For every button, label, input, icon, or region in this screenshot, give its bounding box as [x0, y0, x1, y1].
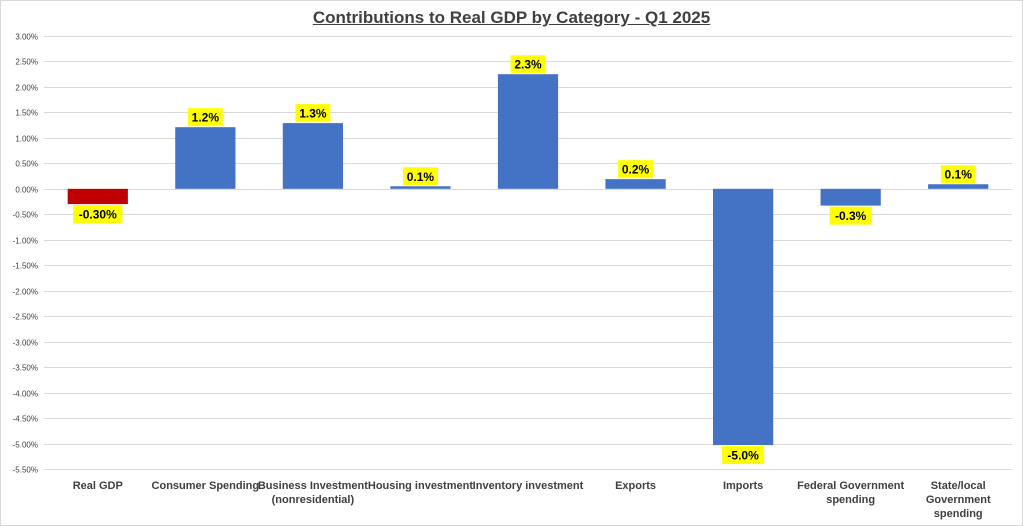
data-label: 0.1%	[945, 168, 973, 182]
data-label: 1.3%	[299, 107, 327, 121]
bar	[497, 74, 559, 189]
y-tick-label: -3.50%	[13, 364, 38, 373]
data-label: -0.30%	[79, 208, 117, 222]
data-label-background	[829, 206, 872, 225]
data-label-background	[187, 108, 223, 127]
data-label-background	[618, 160, 653, 179]
bar	[67, 188, 128, 205]
category-label: Real GDP	[73, 480, 123, 492]
data-label: 0.1%	[407, 170, 435, 184]
y-tick-label: 0.50%	[15, 160, 38, 169]
category-label: Federal Government spending	[797, 480, 904, 506]
data-label-background	[510, 55, 546, 74]
y-tick-label: -2.50%	[13, 313, 38, 322]
data-label-background	[295, 104, 331, 123]
y-tick-label: -4.50%	[13, 415, 38, 424]
category-label: Housing investment	[368, 480, 473, 492]
data-labels: -0.30% 1.2% 1.3% 0.1% 2.3% 0.2% -5.0% -0.3% 0.1%	[73, 55, 976, 465]
y-tick-label: -1.00%	[13, 237, 38, 246]
y-tick-label: 2.00%	[15, 84, 38, 93]
data-label-background	[403, 167, 438, 186]
data-label-background	[73, 205, 123, 224]
y-tick-label: -5.00%	[13, 441, 38, 450]
data-label-background	[940, 165, 976, 184]
data-label: 2.3%	[514, 58, 542, 72]
y-tick-label: 0.00%	[15, 186, 38, 195]
y-tick-label: -5.50%	[13, 466, 38, 475]
chart-title-text: Contributions to Real GDP by Category - …	[312, 8, 711, 27]
bar	[175, 127, 236, 189]
y-tick-label: -2.00%	[13, 288, 38, 297]
data-label: 1.2%	[192, 111, 220, 125]
chart-title: Contributions to Real GDP by Category - …	[0, 8, 1023, 28]
y-tick-label: -3.00%	[13, 339, 38, 348]
bar	[928, 184, 989, 189]
y-tick-label: 2.50%	[15, 58, 38, 67]
category-label: Business Investment (nonresidential)	[258, 480, 368, 506]
y-tick-label: -4.00%	[13, 390, 38, 399]
y-axis: 3.00% 2.50% 2.00% 1.50% 1.00% 0.50% 0.00% -0.50…	[13, 33, 38, 475]
data-label: -0.3%	[835, 209, 867, 223]
bar	[820, 188, 881, 206]
category-label: Inventory investment	[473, 480, 584, 492]
bar	[390, 186, 451, 189]
category-label: Exports	[615, 480, 656, 492]
y-tick-label: -1.50%	[13, 262, 38, 271]
y-tick-label: -0.50%	[13, 211, 38, 220]
data-label: 0.2%	[622, 163, 650, 177]
bar	[605, 179, 666, 189]
y-tick-label: 3.00%	[15, 33, 38, 42]
category-label: State/local Government spending	[926, 480, 991, 520]
bars	[67, 74, 989, 446]
bar	[712, 188, 774, 446]
y-tick-label: 1.50%	[15, 109, 38, 118]
y-tick-label: 1.00%	[15, 135, 38, 144]
category-label: Imports	[723, 480, 763, 492]
data-label-background	[722, 446, 765, 465]
category-label: Consumer Spending	[152, 480, 260, 492]
data-label: -5.0%	[727, 449, 759, 463]
bar	[282, 123, 344, 189]
